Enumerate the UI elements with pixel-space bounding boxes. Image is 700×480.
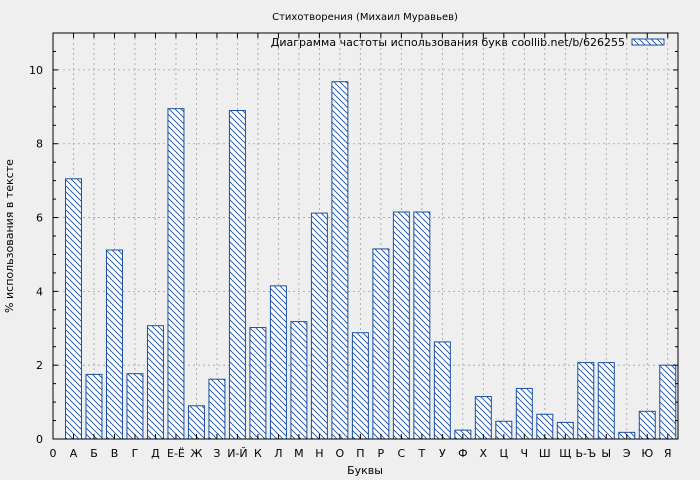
bar-А [65,178,82,440]
legend-label: Диаграмма частоты использования букв coo… [271,36,625,49]
y-axis-title: % использования в тексте [3,159,16,313]
grid-lines [53,33,678,439]
x-axis-title: Буквы [347,464,383,477]
x-tick-label: Я [664,447,672,460]
x-tick-label: Т [417,447,425,460]
bar-И-Й [228,110,246,440]
x-tick-label: К [254,447,262,460]
bar-series [65,81,677,440]
x-tick-label: Г [132,447,139,460]
x-tick-label: Ь-Ъ [575,447,596,460]
bar-Т [413,211,431,440]
y-tick-label: 0 [36,433,43,446]
bar-Е-Ё [167,108,185,440]
bar-К [249,327,267,440]
y-tick-label: 10 [29,64,43,77]
x-tick-label: Э [623,447,631,460]
x-tick-label: С [398,447,406,460]
x-tick-label: П [356,447,364,460]
y-tick-label: 6 [36,212,43,225]
x-tick-label: Ы [601,447,611,460]
bar-Н [310,212,328,440]
x-tick-label: А [70,447,78,460]
y-tick-label: 2 [36,359,43,372]
x-tick-label: Ю [641,447,653,460]
bar-Ы [597,362,615,440]
legend: Диаграмма частоты использования букв coo… [271,36,665,49]
bar-Х [474,396,492,440]
x-tick-label: Ф [458,447,467,460]
x-tick-label: У [439,447,446,460]
y-tick-label: 8 [36,138,43,151]
x-tick-label: Х [480,447,488,460]
bar-В [105,249,123,440]
bar-Ч [515,387,533,440]
bar-Ь-Ъ [577,362,595,440]
x-tick-label: Щ [559,447,571,460]
bar-Я [659,364,677,440]
bar-З [208,378,226,440]
x-tick-label: Ж [191,447,203,460]
bar-М [290,321,308,440]
x-tick-label: Е-Ё [167,447,185,460]
x-tick-label: О [336,447,345,460]
plot-border [52,32,679,440]
bar-Л [269,285,287,440]
bar-У [433,341,451,440]
x-tick-label: М [294,447,304,460]
x-tick-label: Ш [539,447,551,460]
x-tick-label: Д [151,447,160,460]
bar-Р [372,248,390,440]
bar-С [392,211,410,440]
bar-П [351,332,369,440]
bar-О [331,81,349,440]
x-tick-label: Б [90,447,98,460]
bar-Д [146,325,164,440]
x-tick-label: В [111,447,119,460]
x-tick-label: И-Й [227,447,247,460]
legend-swatch [631,38,665,46]
chart-title: Стихотворения (Михаил Муравьев) [272,12,458,23]
x-tick-label: Р [378,447,385,460]
bar-Г [126,373,144,440]
x-tick-label: Н [315,447,323,460]
bar-Б [85,373,103,440]
x-tick-label: Л [274,447,282,460]
x-tick-label: Ц [500,447,509,460]
x-tick-label: Ч [521,447,529,460]
x-tick-label: З [213,447,220,460]
x-tick-label: 0 [50,447,57,460]
y-tick-label: 4 [36,285,43,298]
